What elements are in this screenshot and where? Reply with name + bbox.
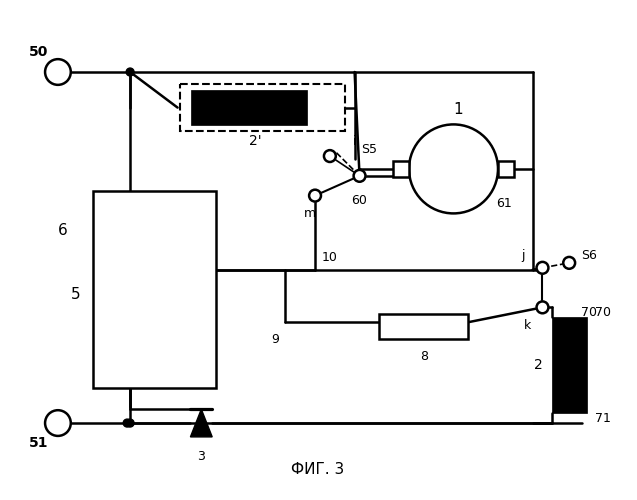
Circle shape xyxy=(126,419,134,427)
Text: 70: 70 xyxy=(595,306,611,319)
Circle shape xyxy=(45,59,71,85)
Text: 8: 8 xyxy=(420,350,428,364)
Text: S5: S5 xyxy=(361,142,378,156)
Text: 51: 51 xyxy=(29,436,48,450)
Circle shape xyxy=(309,190,321,202)
Text: 6: 6 xyxy=(58,222,68,238)
Bar xyxy=(180,84,345,132)
Circle shape xyxy=(354,170,366,182)
Text: 60: 60 xyxy=(352,194,368,207)
Bar xyxy=(192,90,307,126)
Bar xyxy=(92,190,216,388)
Text: 50: 50 xyxy=(29,45,48,59)
Polygon shape xyxy=(190,409,212,437)
Text: 9: 9 xyxy=(271,334,280,346)
Circle shape xyxy=(563,257,575,269)
Circle shape xyxy=(123,419,131,427)
Bar xyxy=(552,317,587,413)
Bar xyxy=(393,161,409,177)
Text: 1: 1 xyxy=(454,102,463,117)
Text: k: k xyxy=(524,318,531,332)
Bar xyxy=(379,314,468,339)
Circle shape xyxy=(536,302,548,314)
Text: 71: 71 xyxy=(595,412,611,424)
Text: 2': 2' xyxy=(250,134,262,148)
Text: 61: 61 xyxy=(496,197,512,210)
Text: S6: S6 xyxy=(581,250,597,262)
Text: m: m xyxy=(304,207,316,220)
Circle shape xyxy=(324,150,336,162)
Text: 3: 3 xyxy=(197,450,205,463)
Circle shape xyxy=(45,410,71,436)
Text: j: j xyxy=(521,250,524,262)
Text: ФИГ. 3: ФИГ. 3 xyxy=(291,462,345,477)
Bar xyxy=(498,161,514,177)
Text: 10: 10 xyxy=(322,252,338,264)
Text: 2: 2 xyxy=(534,358,543,372)
Circle shape xyxy=(536,262,548,274)
Text: i: i xyxy=(353,134,356,147)
Text: 70: 70 xyxy=(581,306,597,319)
Circle shape xyxy=(126,68,134,76)
Text: 5: 5 xyxy=(71,287,81,302)
